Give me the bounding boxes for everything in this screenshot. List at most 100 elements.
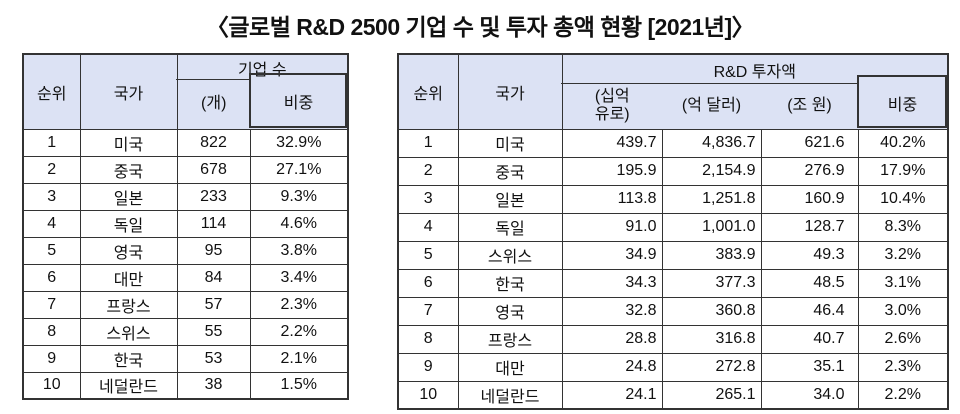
table-row: 8 프랑스 28.8 316.8 40.7 2.6% [397,324,949,354]
table-cell: 스위스 [79,317,178,346]
header-row-group: 순위 국가 기업 수 [22,53,349,130]
col-header-unit-trillion-won: (조 원) [761,84,858,130]
table-cell: 1,001.0 [661,212,762,242]
table-cell: 8.3% [857,212,949,242]
table-cell: 276.9 [760,156,859,186]
table-cell: 360.8 [661,296,762,326]
table-cell: 2.3% [857,352,949,382]
table-cell: 195.9 [561,156,663,186]
table-cell: 34.3 [561,268,663,298]
table-cell: 9.3% [249,182,349,211]
table-cell: 55 [176,317,251,346]
table-cell: 1 [397,128,459,158]
table-row: 4 독일 114 4.6% [22,209,349,238]
table-cell: 8 [397,324,459,354]
table-cell: 2.3% [249,290,349,319]
col-header-rank: 순위 [22,53,81,130]
table-row: 6 한국 34.3 377.3 48.5 3.1% [397,268,949,298]
table-cell: 32.8 [561,296,663,326]
table-cell: 114 [176,209,251,238]
table-cell: 스위스 [457,240,563,270]
col-header-rnd-investment-group: R&D 투자액 [561,53,949,84]
table-cell: 2 [22,155,81,184]
table-cell: 265.1 [661,380,762,410]
table-cell: 113.8 [561,184,663,214]
table-cell: 대만 [79,263,178,292]
table-cell: 128.7 [760,212,859,242]
table-cell: 2.6% [857,324,949,354]
table-cell: 영국 [457,296,563,326]
table-cell: 40.7 [760,324,859,354]
table-cell: 377.3 [661,268,762,298]
table-cell: 84 [176,263,251,292]
table-cell: 4 [397,212,459,242]
table-cell: 한국 [457,268,563,298]
table-cell: 10 [22,371,81,400]
col-header-country: 국가 [79,53,178,130]
table-cell: 2.2% [857,380,949,410]
table-cell: 프랑스 [79,290,178,319]
table-cell: 1.5% [249,371,349,400]
col-header-rank: 순위 [397,53,459,130]
col-header-share: 비중 [858,84,949,130]
table-cell: 7 [397,296,459,326]
table-row: 3 일본 233 9.3% [22,182,349,211]
table-cell: 4 [22,209,81,238]
table-cell: 3.8% [249,236,349,265]
table-cell: 34.0 [760,380,859,410]
table-cell: 일본 [457,184,563,214]
table-cell: 34.9 [561,240,663,270]
table-cell: 네덜란드 [79,371,178,400]
table-cell: 독일 [79,209,178,238]
col-header-share: 비중 [250,80,349,130]
table-cell: 중국 [457,156,563,186]
table-cell: 9 [397,352,459,382]
col-header-company-count-group: 기업 수 [176,53,349,80]
col-header-country: 국가 [457,53,563,130]
table-cell: 대만 [457,352,563,382]
table-cell: 1,251.8 [661,184,762,214]
table-cell: 중국 [79,155,178,184]
table-cell: 383.9 [661,240,762,270]
table-cell: 4,836.7 [661,128,762,158]
table-cell: 3 [397,184,459,214]
table-row: 2 중국 195.9 2,154.9 276.9 17.9% [397,156,949,186]
table-cell: 6 [397,268,459,298]
table-row: 10 네덜란드 38 1.5% [22,371,349,400]
table-cell: 24.8 [561,352,663,382]
table-cell: 3.1% [857,268,949,298]
table-cell: 38 [176,371,251,400]
header-row-group: 순위 국가 R&D 투자액 [397,53,949,130]
table-row: 4 독일 91.0 1,001.0 128.7 8.3% [397,212,949,242]
table-cell: 6 [22,263,81,292]
table-row: 8 스위스 55 2.2% [22,317,349,346]
table-cell: 439.7 [561,128,663,158]
table-cell: 2 [397,156,459,186]
table-row: 5 영국 95 3.8% [22,236,349,265]
table-cell: 일본 [79,182,178,211]
table-row: 9 한국 53 2.1% [22,344,349,373]
table-row: 1 미국 439.7 4,836.7 621.6 40.2% [397,128,949,158]
table-row: 5 스위스 34.9 383.9 49.3 3.2% [397,240,949,270]
table-cell: 7 [22,290,81,319]
table-cell: 316.8 [661,324,762,354]
table-cell: 2.1% [249,344,349,373]
table-cell: 네덜란드 [457,380,563,410]
table-cell: 2.2% [249,317,349,346]
table-cell: 48.5 [760,268,859,298]
table-cell: 95 [176,236,251,265]
table-cell: 한국 [79,344,178,373]
table-cell: 53 [176,344,251,373]
table-cell: 272.8 [661,352,762,382]
table-cell: 57 [176,290,251,319]
table-row: 7 프랑스 57 2.3% [22,290,349,319]
companies-table-grid: 순위 국가 기업 수 (개) 비중 1 미국 822 32.9% 2 중국 678 27.1%… [22,53,350,400]
col-header-count-unit: (개) [177,80,250,130]
table-cell: 28.8 [561,324,663,354]
col-header-unit-hundred-million-dollar: (억 달러) [662,84,761,130]
table-cell: 822 [176,128,251,157]
table-cell: 2,154.9 [661,156,762,186]
table-cell: 49.3 [760,240,859,270]
